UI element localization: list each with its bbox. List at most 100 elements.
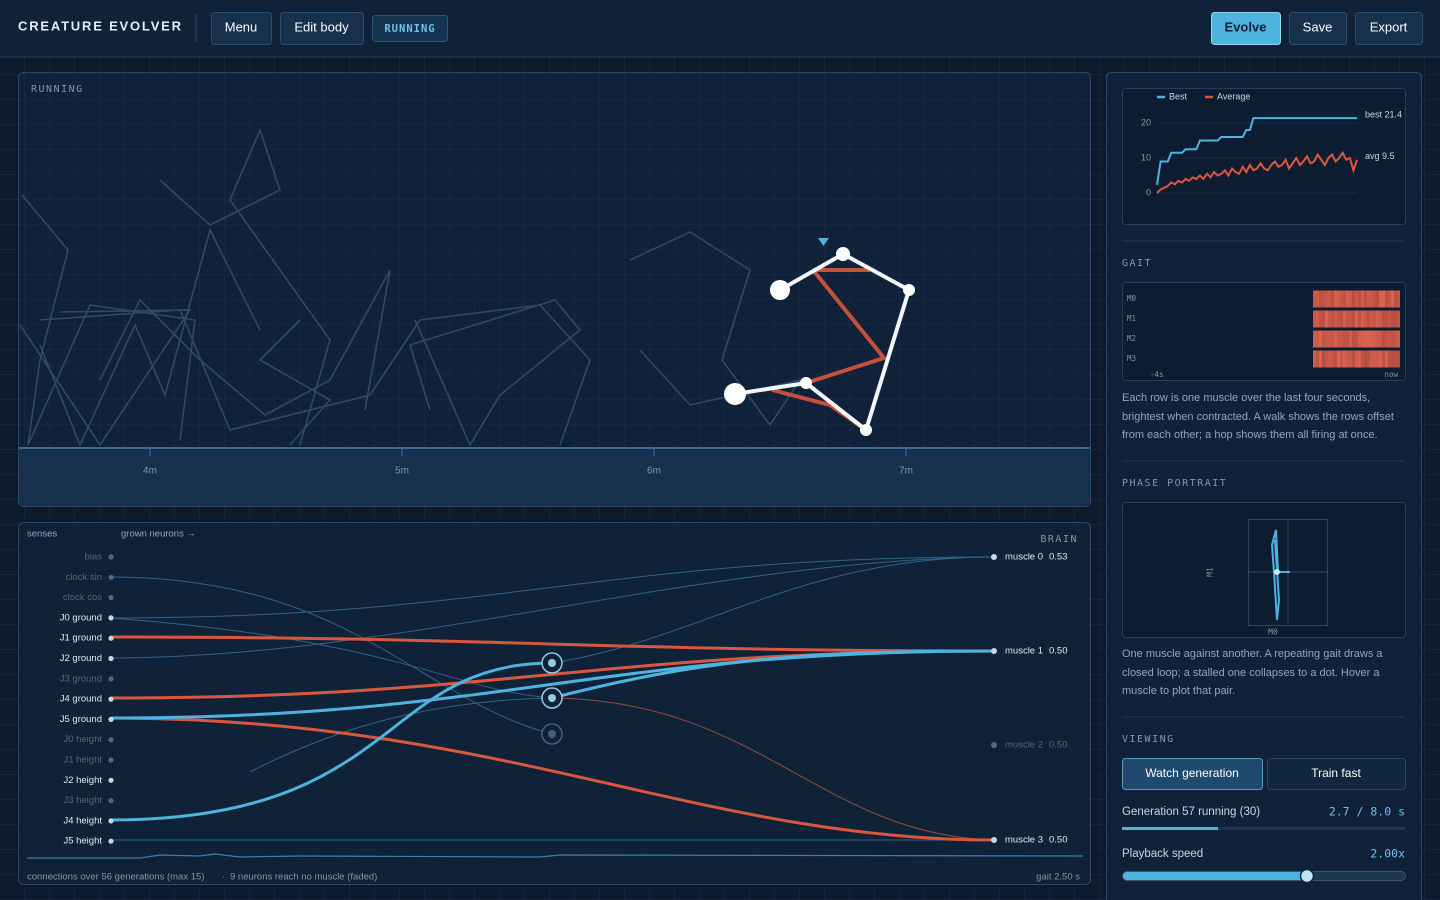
gait-cell — [1376, 290, 1379, 308]
side-panel — [1106, 72, 1422, 900]
gait-cell — [1364, 330, 1367, 348]
sense-label: J5 height — [63, 836, 102, 847]
phase-title: PHASE PORTRAIT — [1122, 478, 1227, 489]
gait-cell — [1325, 310, 1328, 328]
gait-cell — [1328, 350, 1331, 368]
muscle-label: muscle 3 — [1005, 835, 1043, 846]
gait-cell — [1382, 290, 1385, 308]
generation-status: Generation 57 running (30) — [1122, 806, 1260, 818]
gait-cell — [1394, 350, 1397, 368]
sense-dot — [108, 595, 114, 601]
gait-cell — [1397, 310, 1400, 328]
gait-cell — [1325, 290, 1328, 308]
muscle-dot — [991, 554, 997, 560]
end-label: avg 9.5 — [1365, 151, 1395, 161]
gait-cell — [1382, 330, 1385, 348]
button[interactable] — [1355, 12, 1423, 45]
status-label: RUNNING — [384, 23, 435, 35]
creature — [724, 238, 915, 436]
gait-cell — [1355, 290, 1358, 308]
gait-cell — [1394, 330, 1397, 348]
gait-cell — [1388, 330, 1391, 348]
gait-cell — [1370, 310, 1373, 328]
sense-label: J2 ground — [60, 653, 102, 664]
gait-cell — [1313, 330, 1316, 348]
sense-label: J1 ground — [60, 633, 102, 644]
brain-title: BRAIN — [1040, 534, 1078, 545]
fitness-title: FITNESS BY GENERATION — [1122, 64, 1280, 75]
sense-label: J2 height — [63, 775, 102, 786]
gait-cell — [1346, 330, 1349, 348]
button[interactable] — [280, 12, 364, 45]
sense-label: J4 ground — [60, 694, 102, 705]
muscle-label: muscle 2 — [1005, 740, 1043, 751]
sense-dot — [108, 798, 114, 804]
button[interactable] — [1289, 12, 1347, 45]
gait-cell — [1328, 330, 1331, 348]
sense-dot — [108, 757, 114, 763]
gait-cell — [1352, 330, 1355, 348]
legend-label: Best — [1169, 91, 1188, 101]
button-label: Save — [1303, 19, 1333, 34]
app-title: CREATURE EVOLVER — [18, 18, 183, 33]
gait-cell — [1313, 290, 1316, 308]
gait-cell — [1379, 330, 1382, 348]
sense-dot — [108, 838, 114, 844]
sense-label: J4 height — [63, 815, 102, 826]
gait-cell — [1322, 350, 1325, 368]
gait-row-label: M0 — [1127, 294, 1137, 303]
button[interactable] — [1211, 12, 1281, 45]
gait-cell — [1370, 290, 1373, 308]
sense-dot — [108, 574, 114, 580]
gait-cell — [1361, 330, 1364, 348]
muscle-dot — [991, 742, 997, 748]
progress-track — [1122, 827, 1405, 830]
gait-cell — [1388, 310, 1391, 328]
button[interactable] — [211, 12, 272, 45]
gait-cell — [1361, 350, 1364, 368]
mode-button[interactable] — [1267, 758, 1406, 790]
gait-cell — [1358, 290, 1361, 308]
gait-cell — [1382, 350, 1385, 368]
sense-dot — [108, 635, 114, 641]
gait-row-label: M1 — [1127, 314, 1136, 323]
gait-cell — [1391, 350, 1394, 368]
muscle-value: 0.53 — [1049, 552, 1068, 563]
gait-period: gait 2.50 s — [1036, 872, 1080, 883]
gait-cell — [1373, 290, 1376, 308]
phase-box — [1122, 502, 1406, 638]
ground — [19, 448, 1090, 506]
gait-start: -4s — [1150, 370, 1164, 379]
gait-cell — [1364, 290, 1367, 308]
gait-cell — [1328, 310, 1331, 328]
sense-label: clock sin — [66, 572, 102, 583]
gait-cell — [1385, 310, 1388, 328]
y-tick-label: 0 — [1146, 187, 1151, 197]
gait-cell — [1319, 310, 1322, 328]
sense-dot — [108, 716, 114, 723]
gait-cell — [1343, 310, 1346, 328]
gait-cell — [1340, 310, 1343, 328]
status-badge — [372, 15, 448, 42]
gait-cell — [1340, 330, 1343, 348]
phase-trace — [1270, 529, 1290, 621]
gait-cell — [1349, 310, 1352, 328]
gait-cell — [1373, 310, 1376, 328]
gait-cell — [1331, 350, 1334, 368]
sense-label: J0 height — [63, 734, 102, 745]
sim-grid — [19, 73, 1090, 448]
phase-y-label: M1 — [1206, 567, 1215, 577]
speed-knob[interactable] — [1299, 868, 1315, 884]
button-label: Export — [1370, 19, 1408, 34]
gait-cell — [1316, 350, 1319, 368]
gait-cell — [1352, 290, 1355, 308]
gait-cell — [1334, 350, 1337, 368]
gait-cell — [1391, 310, 1394, 328]
y-tick-label: 20 — [1141, 117, 1151, 127]
fitness-line — [1156, 150, 1358, 194]
sense-label: J3 height — [63, 795, 102, 806]
phase-description: One muscle against another. A repeating … — [1122, 648, 1383, 697]
gait-cell — [1361, 310, 1364, 328]
mode-button[interactable] — [1122, 758, 1263, 790]
gait-cell — [1322, 310, 1325, 328]
